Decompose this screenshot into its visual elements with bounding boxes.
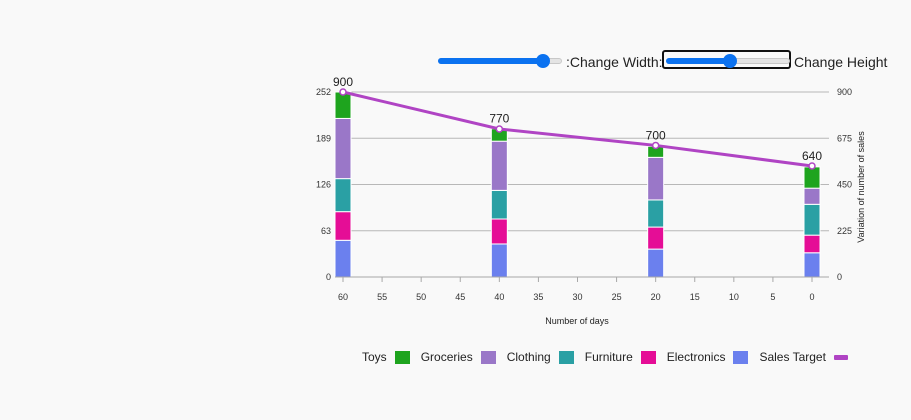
bar-segment-clothing [334, 178, 352, 213]
legend-label: Toys [362, 350, 387, 364]
x-tick-label: 50 [416, 292, 426, 302]
sales-target-data-label: 770 [489, 112, 509, 126]
height-slider-fill [666, 58, 731, 64]
y2-tick-label: 450 [837, 180, 852, 190]
bar-segment-electronics [334, 239, 352, 278]
chart-size-controls: :Change Width: Change Height [436, 50, 896, 72]
grid-lines [335, 91, 829, 232]
bar-segment-groceries [334, 117, 352, 180]
x-tick-label: 20 [651, 292, 661, 302]
x-tick-label: 0 [809, 292, 814, 302]
bar-segment-furniture [334, 211, 352, 241]
y2-tick-label: 225 [837, 226, 852, 236]
legend-label: Electronics [666, 350, 726, 364]
sales-target-point [339, 88, 347, 96]
legend-swatch [733, 350, 749, 364]
bar-segment-clothing [490, 189, 508, 220]
y-tick-label: 126 [316, 180, 331, 190]
legend-swatch [480, 350, 496, 364]
bar-segment-clothing [647, 199, 665, 228]
bar-segment-furniture [490, 218, 508, 245]
sales-target-line [342, 90, 813, 168]
legend-item-sales-target[interactable]: Sales Target [759, 350, 848, 364]
x-axis-title: Number of days [545, 316, 609, 326]
bar-stacks [334, 91, 821, 278]
y-tick-label: 189 [316, 133, 331, 143]
bar-segment-furniture [803, 234, 821, 254]
x-tick-label: 5 [770, 292, 775, 302]
sales-target-point [495, 125, 504, 133]
legend-label: Sales Target [759, 350, 826, 364]
y2-axis-title: Variation of number of sales [856, 131, 866, 243]
sales-target-data-label: 700 [646, 128, 666, 142]
legend-label: Groceries [420, 350, 473, 364]
bar-segment-groceries [647, 156, 665, 201]
width-slider-thumb[interactable] [536, 54, 551, 68]
bar-segment-toys [803, 166, 821, 189]
legend-swatch [558, 350, 574, 364]
x-tick-label: 40 [494, 292, 504, 302]
bar-segment-groceries [490, 140, 508, 191]
x-tick-label: 25 [612, 292, 622, 302]
height-slider[interactable] [666, 54, 790, 68]
y2-tick-label: 0 [837, 272, 842, 282]
height-slider-thumb[interactable] [723, 54, 738, 68]
width-slider-fill [438, 58, 544, 64]
sales-target-data-label: 640 [802, 149, 822, 163]
bar-segment-furniture [647, 226, 665, 250]
legend-item-toys[interactable]: Toys [362, 350, 410, 364]
x-tick-label: 15 [690, 292, 700, 302]
legend-item-clothing[interactable]: Clothing [507, 350, 574, 364]
x-tick-label: 35 [533, 292, 543, 302]
x-tick-label: 55 [377, 292, 387, 302]
y2-tick-label: 675 [837, 133, 852, 143]
legend-swatch [833, 354, 848, 360]
y-tick-label: 63 [321, 226, 331, 236]
legend-label: Furniture [584, 350, 633, 364]
legend-item-electronics[interactable]: Electronics [667, 350, 749, 364]
change-width-label: :Change Width: [566, 54, 663, 70]
legend-label: Clothing [506, 350, 551, 364]
width-slider[interactable] [438, 54, 562, 68]
bar-segment-electronics [490, 243, 508, 278]
bar-segment-electronics [647, 248, 665, 278]
sales-target-line-layer: 900 770 700 640 [333, 75, 822, 170]
x-tick-label: 60 [338, 292, 348, 302]
height-slider-focus-outline [662, 50, 791, 69]
y2-tick-label: 900 [837, 87, 852, 97]
sales-target-data-label: 900 [333, 75, 353, 89]
bar-segment-clothing [803, 203, 821, 236]
legend-item-groceries[interactable]: Groceries [421, 350, 496, 364]
x-tick-label: 30 [572, 292, 582, 302]
legend-item-furniture[interactable]: Furniture [585, 350, 656, 364]
legend-swatch [640, 350, 656, 364]
change-height-label: Change Height [794, 54, 888, 70]
sales-target-point [651, 141, 660, 150]
x-tick-label: 45 [455, 292, 465, 302]
y-tick-label: 252 [316, 87, 331, 97]
sales-target-point [808, 162, 816, 170]
legend-swatch [394, 350, 410, 364]
bar-segment-toys [334, 91, 352, 119]
chart-legend: Toys Groceries Clothing Furniture Electronic… [362, 349, 859, 365]
y-tick-label: 0 [326, 272, 331, 282]
bar-segment-electronics [803, 252, 821, 278]
x-tick-label: 10 [729, 292, 739, 302]
bar-segment-groceries [803, 187, 821, 205]
